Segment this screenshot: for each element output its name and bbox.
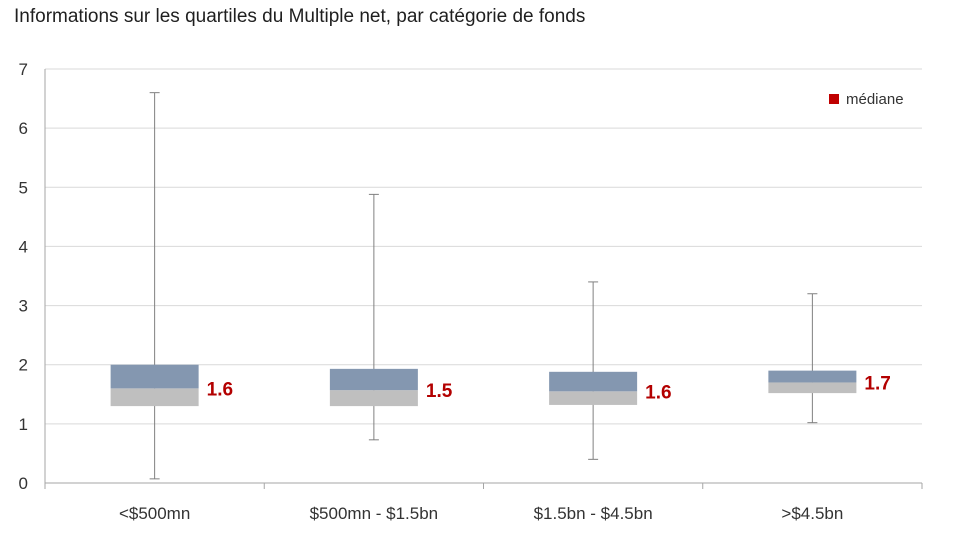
box-2	[329, 193, 418, 441]
median-value-label: 1.6	[207, 379, 233, 400]
box-1	[110, 92, 199, 480]
upper-quartile-box	[329, 368, 418, 391]
x-category-label: >$4.5bn	[781, 504, 843, 523]
median-value-label: 1.5	[426, 381, 453, 402]
y-tick-label: 0	[19, 474, 28, 493]
y-tick-label: 4	[19, 237, 28, 256]
gridlines	[45, 68, 922, 425]
chart-title: Informations sur les quartiles du Multip…	[14, 6, 586, 27]
y-tick-label: 6	[19, 119, 28, 138]
median-labels: 1.6 1.5 1.6 1.7	[207, 373, 891, 403]
legend: médiane	[829, 91, 904, 108]
upper-quartile-box	[768, 370, 857, 383]
box-4	[768, 293, 857, 424]
y-tick-label: 5	[19, 178, 28, 197]
y-tick-label: 1	[19, 415, 28, 434]
lower-quartile-box	[768, 382, 857, 394]
y-tick-label: 7	[19, 60, 28, 79]
x-category-label: <$500mn	[119, 504, 190, 523]
upper-quartile-box	[549, 371, 638, 392]
y-tick-label: 2	[19, 356, 28, 375]
y-tick-label: 3	[19, 297, 28, 316]
x-category-label: $500mn - $1.5bn	[310, 504, 439, 523]
legend-median-swatch	[829, 94, 839, 104]
lower-quartile-box	[549, 391, 638, 405]
legend-median-label: médiane	[846, 91, 904, 108]
x-category-label: $1.5bn - $4.5bn	[534, 504, 653, 523]
lower-quartile-box	[329, 390, 418, 407]
box-3	[549, 281, 638, 460]
axes: 0 1 2 3 4 5 6 7 <$500mn $500mn - $1.5bn $1.5bn - $…	[19, 60, 923, 523]
box-series	[110, 92, 857, 480]
lower-quartile-box	[110, 388, 199, 407]
median-value-label: 1.7	[864, 373, 890, 394]
median-value-label: 1.6	[645, 382, 671, 403]
upper-quartile-box	[110, 364, 199, 389]
